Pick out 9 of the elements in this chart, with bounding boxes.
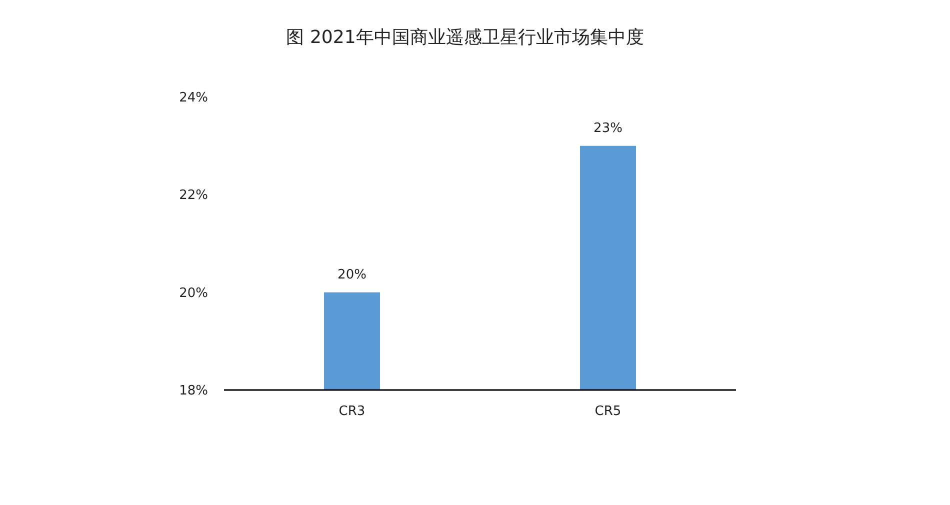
x-tick-label: CR3 <box>338 404 366 419</box>
y-tick-label: 20% <box>179 286 208 301</box>
y-tick-label: 18% <box>179 384 208 399</box>
x-tick-label: CR5 <box>594 404 622 419</box>
y-tick-label: 22% <box>179 188 208 204</box>
data-label: 20% <box>338 267 366 282</box>
chart-title: 图 2021年中国商业遥感卫星行业市场集中度 <box>286 27 644 48</box>
data-label: 23% <box>594 120 622 136</box>
y-tick-label: 24% <box>179 90 208 106</box>
